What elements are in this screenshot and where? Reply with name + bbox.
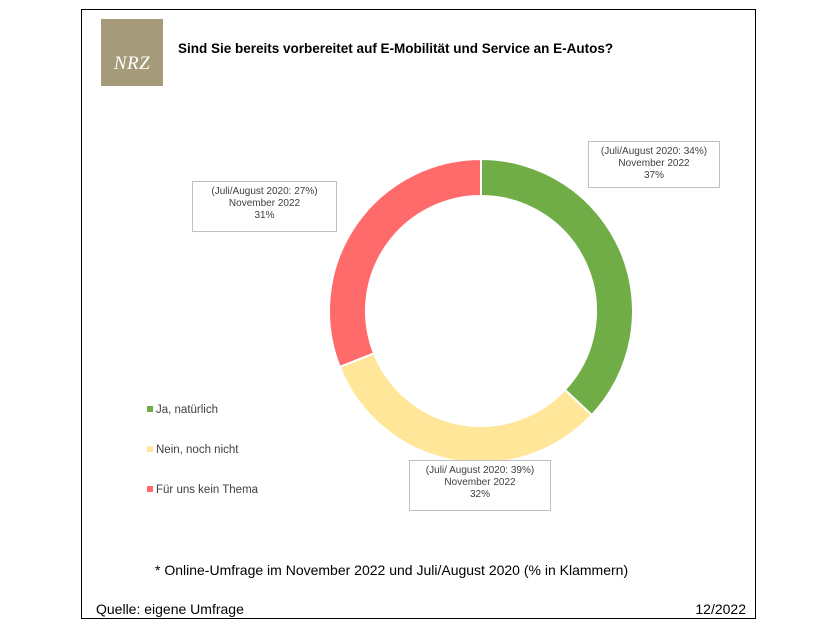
- date-label: 12/2022: [695, 601, 746, 617]
- slice-kein-thema: [328, 157, 482, 369]
- callout-ja-previous: (Juli/August 2020: 34%): [600, 146, 708, 157]
- callout-nein-value: 32%: [469, 489, 490, 500]
- legend-swatch-kein-thema: [147, 485, 153, 492]
- callout-ja: (Juli/August 2020: 34%) November 2022 37…: [588, 141, 720, 188]
- callout-nein-period: November 2022: [444, 477, 516, 488]
- callout-kein-previous: (Juli/August 2020: 27%): [211, 186, 318, 197]
- logo-text: NRZ: [113, 52, 151, 74]
- nrz-logo: NRZ: [101, 19, 163, 86]
- callout-kein-thema: (Juli/August 2020: 27%) November 2022 31…: [192, 181, 337, 232]
- legend-swatch-nein: [147, 445, 153, 452]
- chart-title: Sind Sie bereits vorbereitet auf E-Mobil…: [178, 41, 614, 56]
- source-label: Quelle: eigene Umfrage: [96, 601, 244, 617]
- slice-ja: [480, 157, 634, 417]
- legend-swatch-ja: [147, 405, 153, 412]
- callout-nein-previous: (Juli/ August 2020: 39%): [425, 465, 535, 476]
- legend-item-nein: Nein, noch nicht: [147, 444, 238, 456]
- chart-frame: [81, 9, 756, 619]
- callout-ja-period: November 2022: [618, 158, 690, 169]
- callout-nein: (Juli/ August 2020: 39%) November 2022 3…: [409, 460, 551, 511]
- callout-ja-value: 37%: [643, 170, 664, 181]
- callout-kein-value: 31%: [254, 210, 275, 221]
- legend-label-ja: Ja, natürlich: [156, 404, 219, 416]
- footnote: * Online-Umfrage im November 2022 und Ju…: [155, 562, 629, 578]
- callout-kein-period: November 2022: [228, 198, 301, 209]
- legend-label-nein: Nein, noch nicht: [156, 444, 239, 456]
- legend-item-ja: Ja, natürlich: [147, 404, 218, 416]
- legend-label-kein-thema: Für uns kein Thema: [156, 484, 259, 496]
- legend-item-kein-thema: Für uns kein Thema: [147, 484, 258, 496]
- slice-nein: [338, 352, 594, 464]
